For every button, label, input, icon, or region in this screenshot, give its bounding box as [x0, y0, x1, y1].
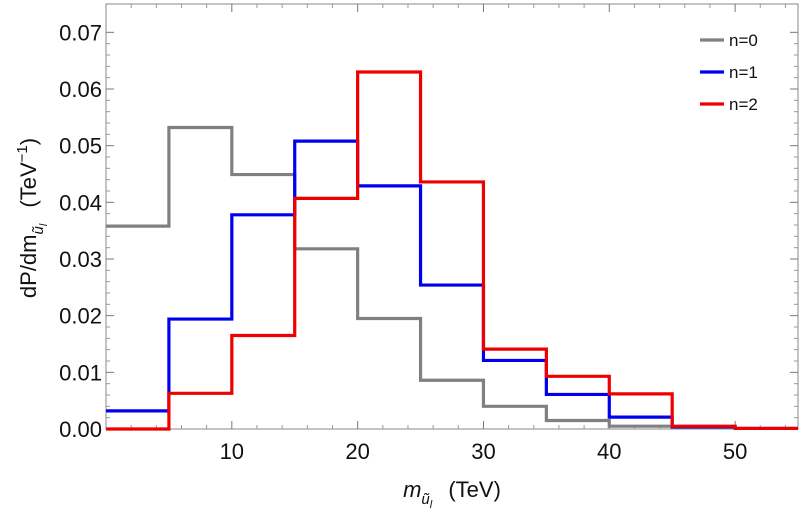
y-axis-title-sub: ũ: [30, 226, 47, 235]
x-tick-label: 40: [597, 439, 621, 464]
series-line: [106, 125, 798, 431]
series-line: [106, 70, 798, 431]
legend-label: n=1: [729, 63, 758, 82]
y-tick-label: 0.02: [59, 304, 102, 329]
y-axis-title: dP/dmũl (TeV−1): [14, 138, 50, 298]
y-tick-label: 0.01: [59, 360, 102, 385]
series-line: [106, 139, 798, 431]
series-n=0: [106, 125, 798, 431]
legend-label: n=2: [729, 95, 758, 114]
series-layer: [106, 70, 798, 431]
x-axis-title-subsub: l: [430, 499, 433, 511]
legend: n=0 n=1 n=2: [700, 31, 758, 114]
y-tick-label: 0.07: [59, 20, 102, 45]
plot-frame: [105, 3, 799, 430]
legend-item: n=0: [700, 31, 758, 50]
y-tick-label: 0.03: [59, 247, 102, 272]
x-axis-title-sub: ũ: [421, 491, 430, 508]
legend-item: n=2: [700, 95, 758, 114]
x-axis-title: mũl (TeV): [403, 477, 501, 511]
x-tick-label: 20: [345, 439, 369, 464]
y-tick-label: 0.00: [59, 417, 102, 442]
x-tick-label: 50: [723, 439, 747, 464]
y-axis-title-close: ): [16, 138, 41, 145]
axes: 0.00 0.01 0.02 0.03 0.04 0.05 0.06 0.07 10 20 30 40…: [59, 3, 799, 464]
x-axis-title-main: m: [403, 477, 421, 502]
x-axis-title-unit: (TeV): [448, 477, 501, 502]
legend-item: n=1: [700, 63, 758, 82]
y-axis-title-unit: (TeV: [16, 162, 41, 208]
y-tick-label: 0.06: [59, 77, 102, 102]
y-tick-label: 0.05: [59, 134, 102, 159]
series-n=2: [106, 70, 798, 431]
x-tick-label: 30: [471, 439, 495, 464]
x-tick-label: 10: [220, 439, 244, 464]
y-axis-title-main: dP/dm: [16, 235, 41, 299]
legend-label: n=0: [729, 31, 758, 50]
y-tick-label: 0.04: [59, 190, 102, 215]
y-axis-title-subsub: l: [38, 223, 50, 226]
y-axis-title-exp: −1: [14, 145, 31, 162]
